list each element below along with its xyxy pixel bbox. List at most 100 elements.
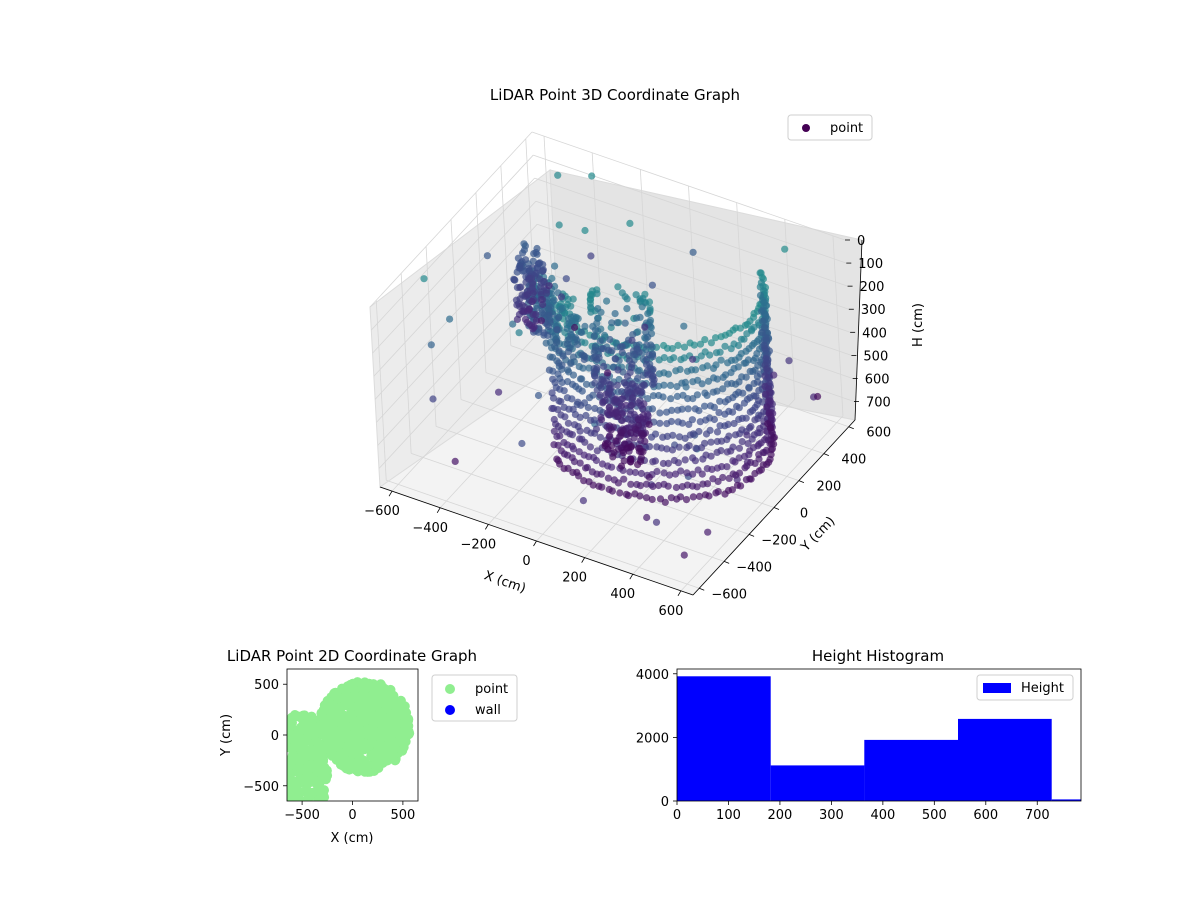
point-2d bbox=[313, 795, 324, 801]
point-3d bbox=[558, 304, 566, 312]
point-3d bbox=[637, 430, 646, 438]
point-3d bbox=[574, 398, 582, 406]
point-3d bbox=[703, 480, 712, 488]
histogram-bar bbox=[958, 718, 1052, 801]
point-3d bbox=[713, 428, 722, 436]
point-3d bbox=[555, 221, 563, 229]
point-3d bbox=[681, 456, 689, 464]
point-3d bbox=[694, 466, 702, 474]
point-3d bbox=[509, 320, 517, 328]
point-3d bbox=[427, 341, 435, 349]
grid-line-y bbox=[400, 273, 412, 454]
point-3d bbox=[536, 275, 544, 283]
grid-line-x bbox=[688, 185, 699, 367]
point-3d bbox=[707, 438, 715, 446]
tick-label-x: −400 bbox=[412, 521, 448, 536]
point-3d bbox=[668, 345, 676, 353]
x-axis-label: X (cm) bbox=[482, 568, 528, 596]
point-3d bbox=[623, 305, 631, 313]
point-3d bbox=[677, 467, 685, 475]
point-3d bbox=[538, 309, 546, 317]
tick-y bbox=[748, 534, 755, 537]
tick-label-y-hist: 0 bbox=[661, 795, 669, 810]
point-3d bbox=[681, 434, 689, 442]
point-2d bbox=[348, 736, 359, 747]
point-3d bbox=[529, 264, 537, 272]
tick-label-x-hist: 700 bbox=[1025, 808, 1050, 823]
point-3d bbox=[712, 361, 720, 369]
point-3d bbox=[560, 438, 568, 447]
point-2d bbox=[321, 740, 332, 751]
point-3d bbox=[656, 495, 665, 503]
point-3d bbox=[763, 365, 771, 373]
point-3d bbox=[761, 382, 769, 390]
point-3d bbox=[612, 437, 620, 445]
point-3d bbox=[610, 476, 619, 484]
point-3d bbox=[762, 390, 770, 398]
point-3d bbox=[519, 249, 527, 257]
grid-line-h bbox=[374, 224, 538, 400]
point-2d bbox=[331, 738, 342, 749]
tick-x bbox=[388, 490, 393, 497]
point-3d bbox=[656, 419, 664, 427]
point-3d bbox=[637, 469, 646, 478]
point-3d bbox=[429, 395, 437, 403]
tick-x bbox=[677, 590, 682, 597]
tick-label-h: 100 bbox=[858, 257, 883, 272]
point-cloud-3d bbox=[420, 171, 822, 559]
point-3d bbox=[642, 494, 651, 502]
point-3d bbox=[762, 334, 770, 342]
legend-label-height: Height bbox=[1021, 681, 1064, 696]
point-2d bbox=[368, 694, 379, 705]
point-3d bbox=[696, 418, 704, 426]
point-3d bbox=[567, 360, 575, 368]
point-2d bbox=[357, 679, 367, 690]
point-3d bbox=[680, 551, 688, 559]
tick-y bbox=[848, 426, 854, 430]
point-3d bbox=[739, 389, 747, 397]
point-3d bbox=[593, 290, 601, 298]
tick-label-x: 200 bbox=[562, 571, 587, 586]
grid-line-h bbox=[373, 200, 537, 377]
point-3d bbox=[483, 252, 491, 260]
point-3d bbox=[525, 305, 534, 313]
point-3d bbox=[709, 475, 717, 483]
point-3d bbox=[716, 397, 724, 405]
point-3d bbox=[495, 388, 503, 396]
point-3d bbox=[770, 371, 778, 379]
point-3d bbox=[518, 307, 526, 315]
tick-label-h: 700 bbox=[866, 396, 891, 411]
tick-label-y: 200 bbox=[817, 480, 842, 495]
point-3d bbox=[734, 363, 742, 371]
point-3d bbox=[660, 341, 668, 350]
point-3d bbox=[601, 442, 609, 450]
point-3d bbox=[814, 392, 822, 401]
point-3d bbox=[602, 390, 610, 398]
tick-label-h: 300 bbox=[861, 303, 886, 318]
point-3d bbox=[682, 496, 691, 504]
point-3d bbox=[757, 307, 766, 315]
tick-label-x-hist: 500 bbox=[922, 808, 947, 823]
point-2d bbox=[345, 692, 356, 703]
tick-label-h: 600 bbox=[865, 372, 890, 387]
point-3d bbox=[595, 482, 603, 490]
point-3d bbox=[676, 365, 684, 374]
point-3d bbox=[716, 348, 724, 356]
point-3d bbox=[745, 384, 753, 392]
point-3d bbox=[555, 397, 563, 405]
point-3d bbox=[560, 465, 568, 473]
point-3d bbox=[545, 282, 553, 290]
point-3d bbox=[528, 297, 536, 305]
point-3d bbox=[691, 405, 699, 413]
point-3d bbox=[645, 473, 653, 481]
histogram-bar bbox=[677, 676, 771, 801]
point-3d bbox=[713, 375, 721, 383]
ticks-3d: −600−400−2000200400600−600−400−200020040… bbox=[364, 234, 891, 619]
point-3d bbox=[596, 433, 605, 441]
grid-line-y bbox=[450, 219, 462, 400]
point-3d bbox=[709, 388, 717, 396]
point-3d bbox=[666, 381, 675, 389]
point-3d bbox=[701, 348, 709, 356]
point-3d bbox=[640, 381, 648, 389]
point-3d bbox=[640, 400, 648, 408]
